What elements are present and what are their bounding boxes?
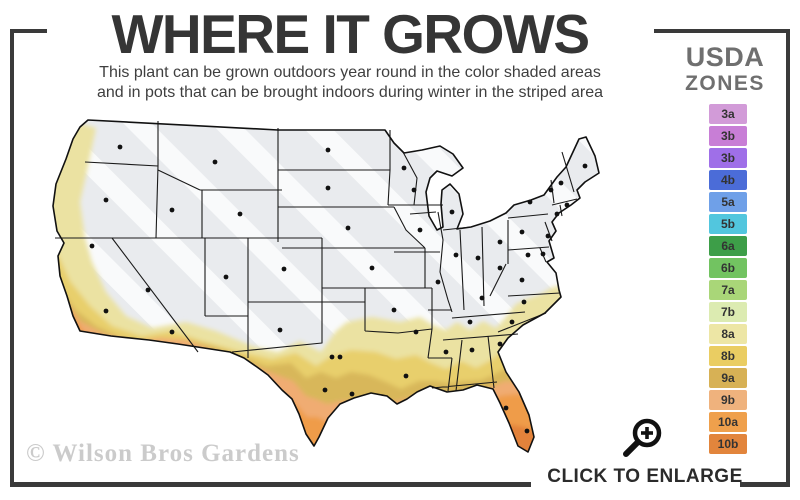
magnifier-plus-icon[interactable] [617, 410, 673, 466]
page-title: WHERE IT GROWS [111, 3, 590, 65]
zone-chip-5b: 5b [709, 214, 747, 234]
zone-chip-8a: 8a [709, 324, 747, 344]
zone-chip-6a: 6a [709, 236, 747, 256]
legend-title-zones: ZONES [685, 72, 765, 95]
zone-chip-4b: 4b [709, 170, 747, 190]
zone-chip-3b: 3b [709, 126, 747, 146]
zone-chip-7a: 7a [709, 280, 747, 300]
frame-top-right [654, 29, 790, 33]
zone-chip-3a: 3a [709, 104, 747, 124]
zone-chip-7b: 7b [709, 302, 747, 322]
frame-top-left [10, 29, 47, 33]
zone-chip-8b: 8b [709, 346, 747, 366]
zone-chip-6b: 6b [709, 258, 747, 278]
frame-right [786, 29, 790, 487]
state-dots [89, 144, 588, 434]
frame-left [10, 29, 14, 486]
subtitle: This plant can be grown outdoors year ro… [40, 63, 660, 103]
legend-title-usda: USDA [685, 42, 765, 72]
zone-chip-10b: 10b [709, 434, 747, 454]
zone-chip-9b: 9b [709, 390, 747, 410]
subtitle-line-2: and in pots that can be brought indoors … [96, 84, 604, 101]
zone-chip-9a: 9a [709, 368, 747, 388]
click-to-enlarge[interactable]: CLICK TO ENLARGE [545, 410, 745, 490]
watermark: © Wilson Bros Gardens [26, 440, 300, 467]
zone-chip-10a: 10a [709, 412, 747, 432]
subtitle-line-1: This plant can be grown outdoors year ro… [99, 64, 601, 81]
enlarge-label[interactable]: CLICK TO ENLARGE [547, 466, 743, 487]
frame-bottom-right [740, 482, 790, 487]
zone-chip-3b: 3b [709, 148, 747, 168]
zone-list: 3a 3b 3b 4b 5a 5b 6a 6b 7a 7b 8a 8b 9a 9b 10a 10b [709, 104, 747, 456]
frame-bottom-left [10, 482, 531, 487]
us-outline [52, 119, 600, 453]
zone-chip-5a: 5a [709, 192, 747, 212]
